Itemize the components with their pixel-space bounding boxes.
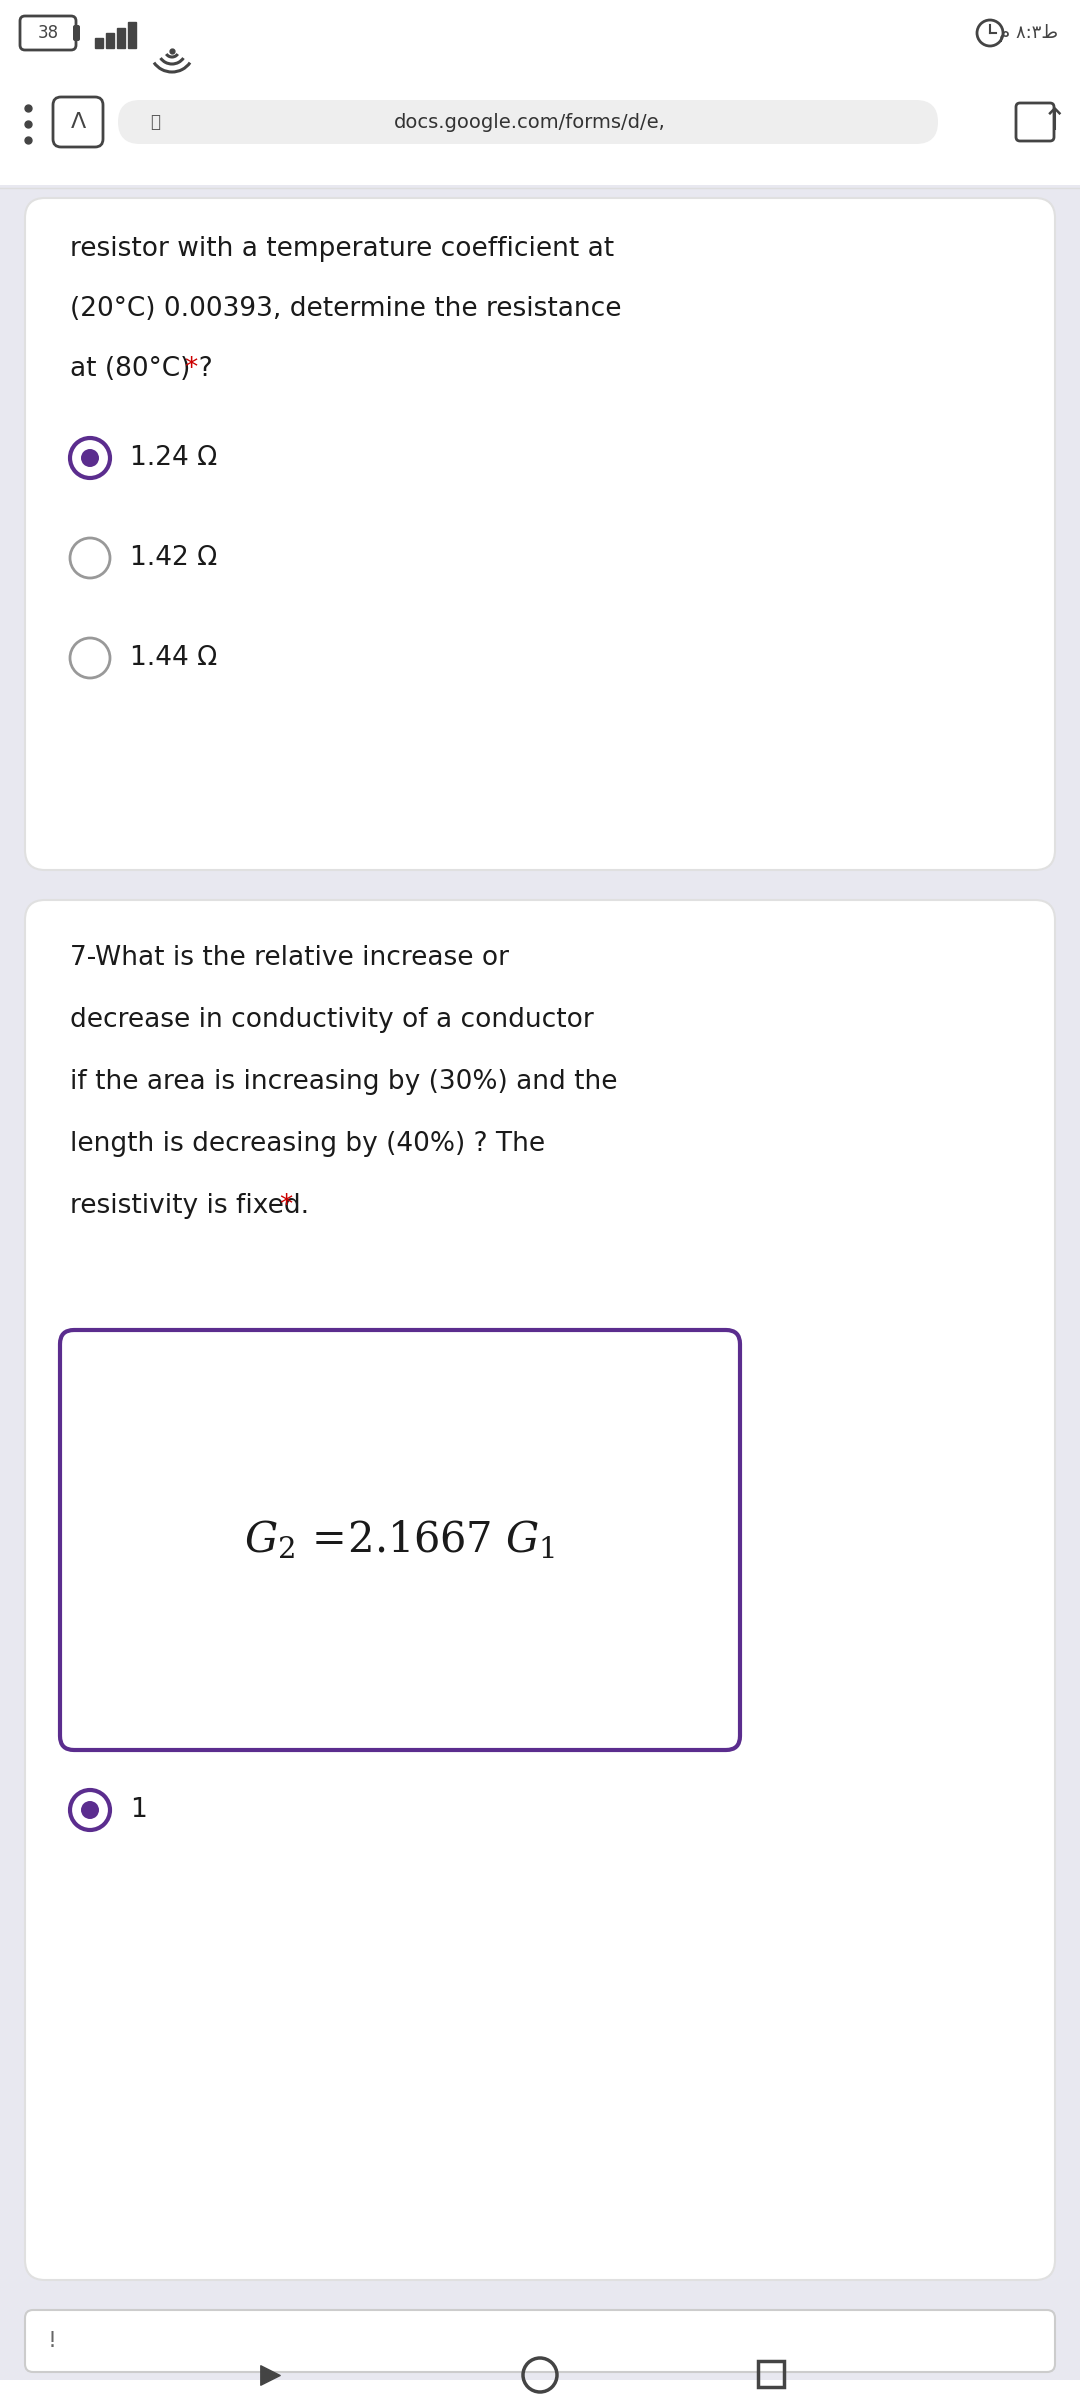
Circle shape [70,437,110,478]
Circle shape [81,449,99,468]
FancyBboxPatch shape [0,79,1080,185]
Text: resistivity is fixed.: resistivity is fixed. [70,1193,318,1219]
Text: length is decreasing by (40%) ? The: length is decreasing by (40%) ? The [70,1130,545,1157]
Text: docs.google.com/forms/d/e,: docs.google.com/forms/d/e, [394,113,666,132]
FancyBboxPatch shape [0,0,1080,79]
Text: if the area is increasing by (30%) and the: if the area is increasing by (30%) and t… [70,1068,618,1094]
FancyBboxPatch shape [21,17,76,50]
FancyBboxPatch shape [118,101,939,144]
Text: 1.42 Ω: 1.42 Ω [130,545,217,571]
Bar [129,22,136,48]
Text: 1.24 Ω: 1.24 Ω [130,444,217,470]
Text: 38: 38 [38,24,58,41]
Circle shape [70,538,110,578]
FancyBboxPatch shape [60,1330,740,1750]
Text: resistor with a temperature coefficient at: resistor with a temperature coefficient … [70,235,615,262]
FancyBboxPatch shape [25,900,1055,2280]
FancyBboxPatch shape [25,2309,1055,2371]
Bar [106,34,114,48]
FancyBboxPatch shape [0,2381,1080,2400]
FancyBboxPatch shape [73,24,80,41]
Bar [758,2362,784,2388]
Text: !: ! [48,2330,57,2352]
Text: ↑: ↑ [1042,108,1068,137]
Text: (20°C) 0.00393, determine the resistance: (20°C) 0.00393, determine the resistance [70,295,621,322]
Bar [117,29,125,48]
Circle shape [70,638,110,677]
Text: م ٨:٣ط: م ٨:٣ط [999,24,1058,41]
Text: 1.44 Ω: 1.44 Ω [130,646,217,672]
Text: 🔒: 🔒 [150,113,160,132]
Text: 1: 1 [130,1798,147,1824]
Bar [95,38,103,48]
Text: Λ: Λ [70,113,85,132]
FancyBboxPatch shape [1016,103,1054,142]
FancyBboxPatch shape [25,197,1055,869]
Text: *: * [184,355,198,382]
FancyBboxPatch shape [53,96,103,146]
Text: $G_2\ \!=\!2.1667\ G_1$: $G_2\ \!=\!2.1667\ G_1$ [244,1519,555,1562]
Text: decrease in conductivity of a conductor: decrease in conductivity of a conductor [70,1008,594,1032]
Text: 7-What is the relative increase or: 7-What is the relative increase or [70,946,509,972]
Text: *: * [279,1193,293,1219]
Circle shape [70,1790,110,1829]
Circle shape [81,1800,99,1819]
Text: at (80°C) ?: at (80°C) ? [70,355,221,382]
